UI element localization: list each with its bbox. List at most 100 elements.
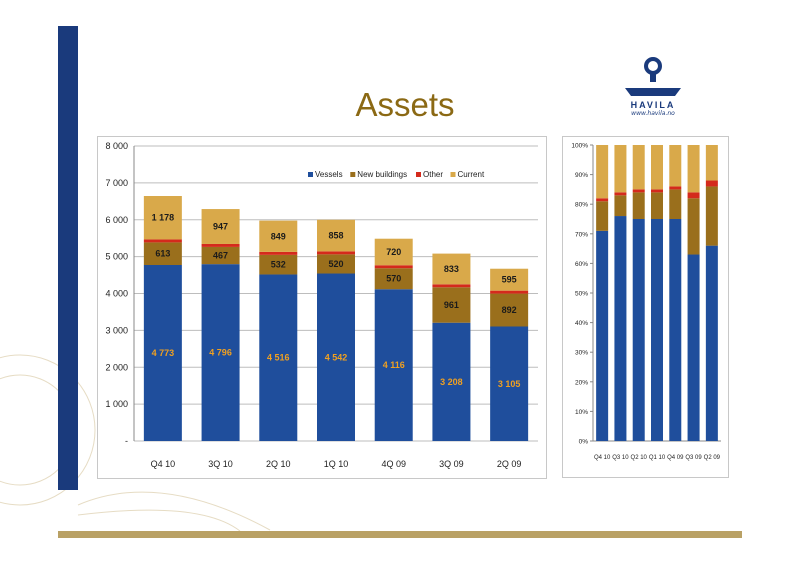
y-tick-label: 4 000 [105,289,128,299]
data-label: 947 [213,222,228,232]
x-tick-label: Q4 10 [594,455,611,461]
bar-segment-newbuildings [374,268,413,290]
bar-segment-other [687,192,700,199]
y-tick-label: 80% [575,202,588,209]
y-tick-label: 60% [575,261,588,268]
data-label: 849 [271,231,286,241]
bar-segment-current [432,253,471,285]
y-tick-label: 2 000 [105,362,128,372]
bar-segment-current [143,196,182,240]
bar-segment-newbuildings [687,198,700,255]
data-label: 4 116 [383,360,405,370]
y-tick-label: 1 000 [105,399,128,409]
bar-segment-newbuildings [490,293,529,327]
bar-segment-current [614,145,627,193]
bar-segment-newbuildings [669,189,682,219]
bar-segment-current [651,145,663,190]
y-tick-label: 5 000 [105,252,128,262]
bottom-accent-bar [58,531,742,538]
bar-segment-newbuildings [596,201,609,231]
x-tick-label: Q2 09 [704,455,721,461]
y-tick-label: 20% [575,379,588,386]
y-tick-label: 40% [575,320,588,327]
bar-segment-newbuildings [614,195,627,217]
y-tick-label: 100% [571,143,588,150]
x-tick-label: Q4 10 [151,459,176,469]
data-label: 961 [444,300,459,310]
data-label: 613 [155,249,170,259]
y-tick-label: 70% [575,231,588,238]
bar-segment-other [259,251,298,255]
bar-segment-other [143,239,182,243]
data-label: 833 [444,264,459,274]
y-tick-label: 90% [575,172,588,179]
y-tick-label: 6 000 [105,215,128,225]
bar-segment-vessels [374,289,413,441]
bar-segment-current [490,268,529,291]
assets-percent-stacked-bar-chart: 0%10%20%30%40%50%60%70%80%90%100%Q4 10 Q3… [571,143,721,461]
data-label: 532 [271,260,286,270]
data-label: 4 773 [152,348,175,358]
bar-segment-current [259,220,298,252]
data-label: 467 [213,251,228,261]
y-tick-label: 50% [575,291,588,298]
left-accent-band [58,26,78,490]
bar-segment-other [632,189,645,193]
data-label: 595 [502,275,517,285]
slide-title: Assets [355,86,455,123]
legend-swatch [416,172,421,177]
bar-segment-newbuildings [259,254,298,275]
data-label: 720 [386,247,401,257]
y-tick-label: 0% [579,439,589,446]
bar-segment-vessels [259,274,298,441]
bar-segment-newbuildings [705,186,718,246]
x-tick-label: 4Q 09 [381,459,406,469]
data-label: 4 796 [209,348,232,358]
bar-segment-current [705,145,718,181]
bar-segment-current [596,145,609,199]
assets-chart-panel: - 1 000 2 000 3 000 4 000 5 000 6 000 7 000 8 00… [97,136,547,479]
x-tick-label: Q1 10 [649,455,666,461]
bar-segment-newbuildings [432,287,471,323]
bar-segment-vessels [201,264,240,441]
assets-percent-chart-panel: 0% 10% 20% 30% 40% 50% 60% 70% 80% 90% 100% Q4 10 Q3… [562,136,729,478]
x-tick-label: 2Q 10 [266,459,291,469]
bar-segment-other [201,243,240,247]
logo-text: HAVILA [631,100,676,110]
legend-entry: Current [458,170,485,179]
data-label: 858 [328,231,343,241]
bar-segment-other [317,251,355,255]
logo-url: www.havila.no [631,110,675,117]
data-label: 3 105 [498,379,521,389]
bar-segment-vessels [490,326,529,441]
data-label: 892 [502,305,517,315]
bar-segment-other [614,192,627,196]
bar-segment-newbuildings [651,192,663,219]
bar-segment-other [596,198,609,202]
x-tick-label: Q3 10 [612,455,629,461]
y-tick-label: 8 000 [105,141,128,151]
legend-swatch [350,172,356,177]
legend-entry: New buildings [357,170,407,179]
bar-segment-vessels [614,216,627,441]
data-label: 520 [328,259,343,269]
bar-segment-vessels [596,230,609,441]
data-label: 570 [386,274,401,284]
legend-swatch [450,172,456,177]
bar-segment-vessels [432,322,471,441]
bar-segment-current [687,145,700,193]
x-tick-label: 3Q 09 [439,459,464,469]
bar-segment-other [490,290,529,294]
bar-segment-newbuildings [143,242,182,265]
bar-segment-vessels [632,219,645,441]
bar-segment-vessels [651,219,663,441]
x-tick-label: Q3 09 [685,455,702,461]
bar-segment-other [705,180,718,187]
bar-segment-newbuildings [632,192,645,219]
x-tick-label: Q2 10 [631,455,648,461]
bar-segment-vessels [143,264,182,441]
y-tick-label: 10% [575,409,588,416]
legend-swatch [308,172,313,177]
legend-entry: Other [423,170,443,179]
bar-segment-vessels [687,254,700,441]
